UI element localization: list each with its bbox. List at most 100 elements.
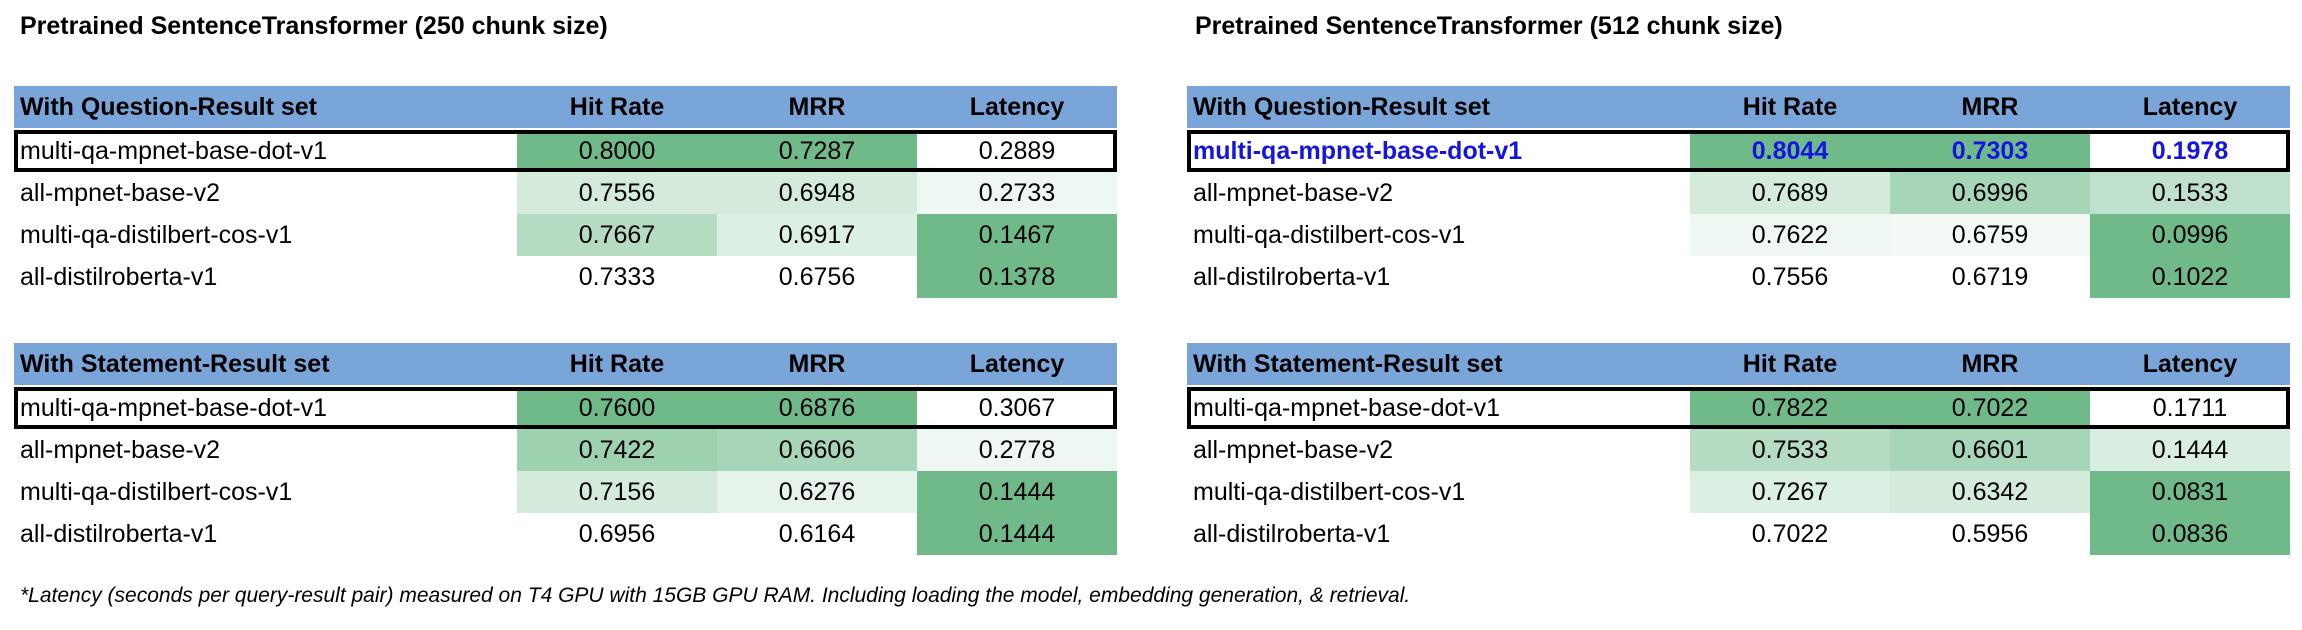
table-header: With Statement-Result set Hit Rate MRR Late… (1187, 343, 2290, 385)
latency-value: 0.1533 (2090, 172, 2290, 214)
hit-rate-value: 0.7533 (1690, 429, 1890, 471)
model-name: all-distilroberta-v1 (1193, 262, 1391, 291)
latency-value: 0.1467 (917, 214, 1117, 256)
hit-rate-value: 0.7822 (1690, 387, 1890, 429)
hit-rate-value: 0.7689 (1690, 172, 1890, 214)
mrr-value: 0.7287 (717, 130, 917, 172)
header-mrr: MRR (788, 349, 846, 378)
header-mrr: MRR (1961, 349, 2019, 378)
latency-value: 0.2733 (917, 172, 1117, 214)
header-mrr: MRR (788, 92, 846, 121)
latency-value: 0.1444 (917, 513, 1117, 555)
table-row: multi-qa-mpnet-base-dot-v1 0.8044 0.7303 0.… (1187, 130, 2290, 172)
mrr-value: 0.6606 (717, 429, 917, 471)
latency-value: 0.1978 (2090, 130, 2290, 172)
latency-value: 0.1444 (917, 471, 1117, 513)
mrr-value: 0.6164 (717, 513, 917, 555)
header-latency: Latency (2142, 92, 2238, 121)
model-name: multi-qa-distilbert-cos-v1 (1193, 220, 1466, 249)
mrr-value: 0.6601 (1890, 429, 2090, 471)
mrr-value: 0.6719 (1890, 256, 2090, 298)
mrr-value: 0.6876 (717, 387, 917, 429)
hit-rate-value: 0.6956 (517, 513, 717, 555)
header-latency: Latency (969, 92, 1065, 121)
table-row: multi-qa-mpnet-base-dot-v1 0.7822 0.7022 0.… (1187, 387, 2290, 429)
model-name: all-mpnet-base-v2 (1193, 178, 1394, 207)
table-row: multi-qa-mpnet-base-dot-v1 0.8000 0.7287 0.… (14, 130, 1117, 172)
table-header: With Statement-Result set Hit Rate MRR Late… (14, 343, 1117, 385)
mrr-value: 0.6756 (717, 256, 917, 298)
table-row: all-distilroberta-v1 0.6956 0.6164 0.1444 (14, 513, 1117, 555)
model-name: multi-qa-distilbert-cos-v1 (20, 477, 293, 506)
model-name: multi-qa-distilbert-cos-v1 (20, 220, 293, 249)
latency-value: 0.3067 (917, 387, 1117, 429)
model-name: multi-qa-mpnet-base-dot-v1 (20, 393, 328, 422)
model-name: all-distilroberta-v1 (20, 519, 218, 548)
table-row: all-mpnet-base-v2 0.7422 0.6606 0.2778 (14, 429, 1117, 471)
header-set-label: With Question-Result set (1193, 92, 1491, 121)
model-name: multi-qa-mpnet-base-dot-v1 (20, 136, 328, 165)
table-row: multi-qa-distilbert-cos-v1 0.7156 0.6276 0.… (14, 471, 1117, 513)
mrr-value: 0.7303 (1890, 130, 2090, 172)
latency-value: 0.1711 (2090, 387, 2290, 429)
hit-rate-value: 0.8000 (517, 130, 717, 172)
header-hit-rate: Hit Rate (569, 349, 665, 378)
table-row: all-mpnet-base-v2 0.7533 0.6601 0.1444 (1187, 429, 2290, 471)
hit-rate-value: 0.7022 (1690, 513, 1890, 555)
table-row: all-distilroberta-v1 0.7022 0.5956 0.0836 (1187, 513, 2290, 555)
latency-value: 0.1378 (917, 256, 1117, 298)
latency-value: 0.0831 (2090, 471, 2290, 513)
mrr-value: 0.5956 (1890, 513, 2090, 555)
table-header: With Question-Result set Hit Rate MRR Laten… (1187, 86, 2290, 128)
table-row: all-mpnet-base-v2 0.7689 0.6996 0.1533 (1187, 172, 2290, 214)
footnote: *Latency (seconds per query-result pair)… (20, 584, 1411, 607)
mrr-value: 0.6996 (1890, 172, 2090, 214)
table-row: multi-qa-distilbert-cos-v1 0.7667 0.6917 0.… (14, 214, 1117, 256)
table-row: all-distilroberta-v1 0.7556 0.6719 0.1022 (1187, 256, 2290, 298)
latency-value: 0.2778 (917, 429, 1117, 471)
hit-rate-value: 0.7333 (517, 256, 717, 298)
hit-rate-value: 0.7600 (517, 387, 717, 429)
table-row: multi-qa-distilbert-cos-v1 0.7622 0.6759 0.… (1187, 214, 2290, 256)
header-hit-rate: Hit Rate (569, 92, 665, 121)
hit-rate-value: 0.7156 (517, 471, 717, 513)
model-name: all-distilroberta-v1 (20, 262, 218, 291)
hit-rate-value: 0.7667 (517, 214, 717, 256)
hit-rate-value: 0.7556 (517, 172, 717, 214)
mrr-value: 0.7022 (1890, 387, 2090, 429)
hit-rate-value: 0.7556 (1690, 256, 1890, 298)
latency-value: 0.0996 (2090, 214, 2290, 256)
header-latency: Latency (969, 349, 1065, 378)
results-table: With Question-Result set Hit Rate MRR Laten… (1187, 86, 2290, 298)
panel-right-title: Pretrained SentenceTransformer (512 chun… (1195, 12, 1783, 40)
header-latency: Latency (2142, 349, 2238, 378)
latency-value: 0.1022 (2090, 256, 2290, 298)
latency-value: 0.0836 (2090, 513, 2290, 555)
mrr-value: 0.6917 (717, 214, 917, 256)
results-table: With Question-Result set Hit Rate MRR Laten… (14, 86, 1117, 298)
model-name: multi-qa-distilbert-cos-v1 (1193, 477, 1466, 506)
model-name: all-mpnet-base-v2 (20, 435, 221, 464)
mrr-value: 0.6276 (717, 471, 917, 513)
table-row: multi-qa-mpnet-base-dot-v1 0.7600 0.6876 0.… (14, 387, 1117, 429)
model-name: all-mpnet-base-v2 (1193, 435, 1394, 464)
header-set-label: With Statement-Result set (1193, 349, 1503, 378)
mrr-value: 0.6342 (1890, 471, 2090, 513)
table-row: all-mpnet-base-v2 0.7556 0.6948 0.2733 (14, 172, 1117, 214)
header-hit-rate: Hit Rate (1742, 349, 1838, 378)
model-name: multi-qa-mpnet-base-dot-v1 (1193, 393, 1501, 422)
hit-rate-value: 0.7422 (517, 429, 717, 471)
header-mrr: MRR (1961, 92, 2019, 121)
header-set-label: With Statement-Result set (20, 349, 330, 378)
table-row: multi-qa-distilbert-cos-v1 0.7267 0.6342 0.… (1187, 471, 2290, 513)
hit-rate-value: 0.7267 (1690, 471, 1890, 513)
table-header: With Question-Result set Hit Rate MRR Laten… (14, 86, 1117, 128)
model-name: multi-qa-mpnet-base-dot-v1 (1193, 136, 1523, 165)
header-set-label: With Question-Result set (20, 92, 318, 121)
results-table: With Statement-Result set Hit Rate MRR Late… (14, 343, 1117, 555)
header-hit-rate: Hit Rate (1742, 92, 1838, 121)
results-table: With Statement-Result set Hit Rate MRR Late… (1187, 343, 2290, 555)
hit-rate-value: 0.7622 (1690, 214, 1890, 256)
model-name: all-mpnet-base-v2 (20, 178, 221, 207)
latency-value: 0.1444 (2090, 429, 2290, 471)
